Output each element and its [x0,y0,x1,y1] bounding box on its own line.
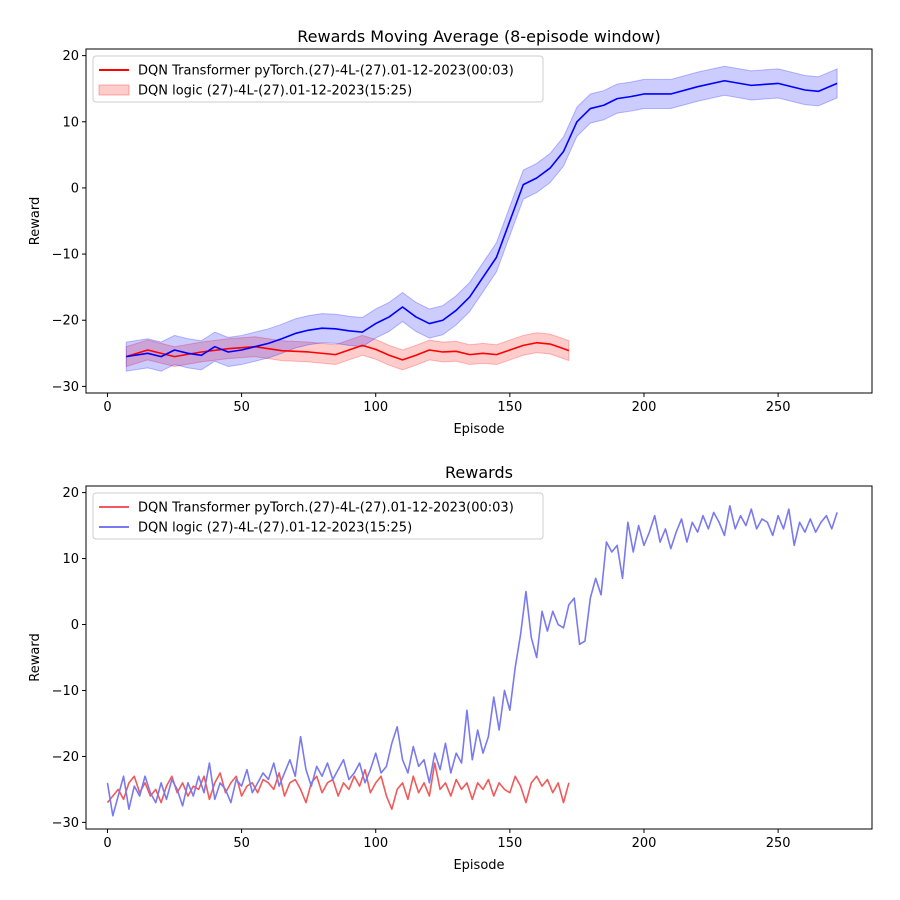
legend: DQN Transformer pyTorch.(27)-4L-(27).01-… [92,492,544,540]
legend: DQN Transformer pyTorch.(27)-4L-(27).01-… [92,55,544,103]
y-tick-label: 0 [71,181,79,196]
x-tick-label: 100 [363,836,388,851]
chart-title: Rewards [445,463,513,482]
lines-layer [106,504,838,817]
y-tick-label: −30 [52,380,79,395]
moving-average-chart: 0 50 100 150 200 250 −30 −20 −10 0 10 20 Rewards Mo… [28,27,873,437]
x-tick-label: 50 [233,836,250,851]
legend-label-logic: DQN logic (27)-4L-(27).01-12-2023(15:25) [138,521,412,536]
plot-frame [85,48,873,394]
plot-frame [85,485,873,830]
series-0-band [125,332,570,371]
x-tick-label: 250 [766,836,791,851]
x-tick-label: 100 [363,400,388,415]
legend-box [92,492,544,540]
y-tick-label: −20 [52,750,79,765]
x-axis-label: Episode [453,422,504,437]
bands-layer [125,65,838,372]
series-1-line [126,79,838,358]
y-tick-label: 10 [62,115,79,130]
x-tick-label: 0 [103,400,111,415]
legend-label-transformer: DQN Transformer pyTorch.(27)-4L-(27).01-… [138,501,514,516]
legend-label-logic: DQN logic (27)-4L-(27).01-12-2023(15:25) [138,84,412,99]
lines-layer [126,79,838,361]
series-0-line [106,762,570,811]
x-tick-label: 150 [497,836,522,851]
y-axis-label: Reward [28,197,43,245]
y-tick-label: −20 [52,314,79,329]
y-tick-label: −10 [52,684,79,699]
y-axis-label: Reward [28,633,43,681]
x-axis-label: Episode [453,858,504,873]
x-tick-label: 150 [497,400,522,415]
y-tick-label: 20 [62,49,79,64]
chart-title: Rewards Moving Average (8-episode window… [297,27,660,46]
y-tick-label: 20 [62,486,79,501]
series-0-line [126,341,570,361]
y-tick-label: −30 [52,816,79,831]
x-tick-label: 50 [233,400,250,415]
legend-label-transformer: DQN Transformer pyTorch.(27)-4L-(27).01-… [138,64,514,79]
y-tick-label: −10 [52,248,79,263]
y-tick-label: 10 [62,552,79,567]
x-tick-label: 200 [632,400,657,415]
x-tick-label: 0 [103,836,111,851]
y-tick-label: 0 [71,618,79,633]
legend-patch-swatch [98,84,130,96]
x-tick-label: 250 [766,400,791,415]
ticks-layer: 0 50 100 150 200 250 −30 −20 −10 0 10 20 [52,49,791,415]
ticks-layer: 0 50 100 150 200 250 −30 −20 −10 0 10 20 [52,486,791,851]
legend-box [92,55,544,103]
series-1-band [125,65,838,372]
rewards-chart: 0 50 100 150 200 250 −30 −20 −10 0 10 20 Rewards Ep… [28,463,873,873]
x-tick-label: 200 [632,836,657,851]
series-1-line [106,504,838,817]
